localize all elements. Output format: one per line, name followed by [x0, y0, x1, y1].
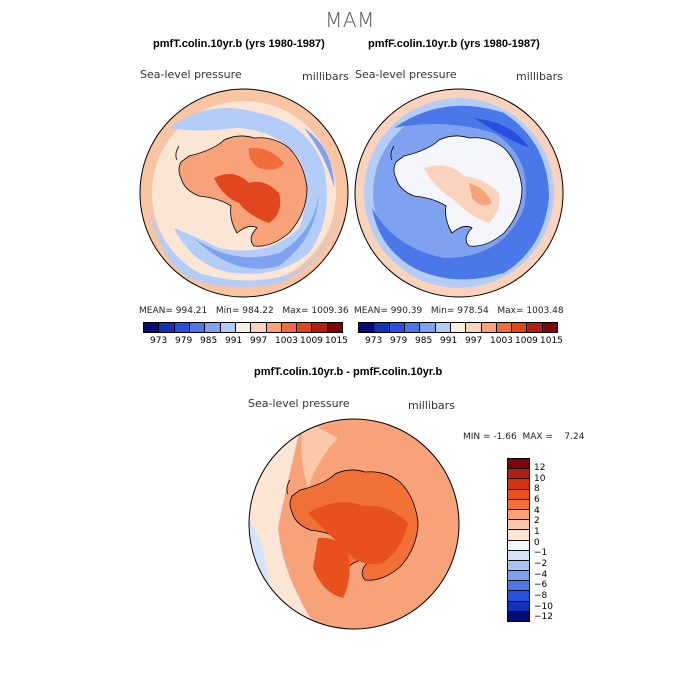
colorbar-tick-label: 1009 [515, 336, 538, 346]
panel2-units-label: millibars [516, 70, 563, 83]
colorbar-tick-label: 985 [415, 336, 433, 346]
colorbar-swatch [359, 323, 375, 332]
colorbar-tick-label: −12 [534, 612, 553, 623]
panel3-stats: MIN = -1.66 MAX = 7.24 [463, 432, 585, 442]
colorbar-tick-label: 979 [175, 336, 193, 346]
colorbar-tick-label: 6 [534, 495, 540, 506]
colorbar-swatch [496, 323, 513, 332]
colorbar-swatch [508, 479, 529, 490]
colorbar-tick-label: 997 [250, 336, 268, 346]
colorbar-tick-label: 1 [534, 527, 540, 538]
colorbar-tick-label: 1015 [325, 336, 348, 346]
colorbar-swatch [450, 323, 467, 332]
panel1-stats: MEAN= 994.21 Min= 984.22 Max= 1009.36 [139, 306, 349, 316]
colorbar-swatch [508, 509, 529, 521]
colorbar-swatch [508, 469, 529, 480]
colorbar-tick-label: 991 [440, 336, 458, 346]
colorbar-tick-label: 979 [390, 336, 408, 346]
panel3-title: pmfT.colin.10yr.b - pmfF.colin.10yr.b [254, 366, 443, 378]
colorbar-swatch [508, 530, 529, 541]
colorbar-swatch [508, 520, 529, 531]
panel2-colorbar-ticks: 973 979 985 991 997 1003 1009 1015 [365, 336, 565, 346]
panel1-field-label: Sea-level pressure [140, 68, 242, 81]
panel3-field-label: Sea-level pressure [248, 397, 350, 410]
colorbar-tick-label: −2 [534, 559, 548, 570]
colorbar-swatch [266, 323, 282, 332]
panel1-units-label: millibars [302, 70, 349, 83]
colorbar-swatch [481, 323, 497, 332]
colorbar-tick-label: 4 [534, 505, 540, 516]
colorbar-tick-label: 973 [365, 336, 383, 346]
colorbar-swatch [312, 323, 328, 332]
panel2-field-label: Sea-level pressure [355, 68, 457, 81]
colorbar-swatch [205, 323, 221, 332]
colorbar-swatch [508, 550, 529, 561]
colorbar-swatch [144, 323, 160, 332]
colorbar-swatch [512, 323, 528, 332]
colorbar-tick-label: −10 [534, 601, 553, 612]
colorbar-tick-label: 997 [465, 336, 483, 346]
colorbar-swatch [235, 323, 252, 332]
panel1-colorbar-ticks: 973 979 985 991 997 1003 1009 1015 [150, 336, 350, 346]
colorbar-swatch [251, 323, 267, 332]
colorbar-swatch [466, 323, 482, 332]
colorbar-swatch [508, 591, 529, 602]
colorbar-swatch [404, 323, 421, 332]
colorbar-swatch [508, 499, 529, 510]
colorbar-swatch [389, 323, 405, 332]
colorbar-swatch [508, 581, 529, 592]
panel2-stats: MEAN= 990.39 Min= 978.54 Max= 1003.48 [354, 306, 564, 316]
colorbar-tick-label: 2 [534, 516, 540, 527]
colorbar-tick-label: 1003 [275, 336, 298, 346]
colorbar-swatch [508, 540, 529, 551]
colorbar-tick-label: 0 [534, 537, 540, 548]
colorbar-tick-label: 985 [200, 336, 218, 346]
colorbar-swatch [297, 323, 313, 332]
panel1-polar-map [139, 88, 349, 298]
colorbar-tick-label: 1015 [540, 336, 563, 346]
panel1-colorbar [143, 322, 343, 333]
colorbar-tick-label: 10 [534, 473, 546, 484]
panel2-colorbar [358, 322, 558, 333]
panel2-title: pmfF.colin.10yr.b (yrs 1980-1987) [368, 38, 540, 50]
colorbar-tick-label: −6 [534, 580, 548, 591]
panel3-polar-map [248, 418, 460, 630]
colorbar-tick-label: −4 [534, 569, 548, 580]
colorbar-swatch [220, 323, 236, 332]
colorbar-swatch [542, 323, 558, 332]
panel2-polar-map [354, 88, 564, 298]
colorbar-tick-label: 1009 [300, 336, 323, 346]
colorbar-swatch [508, 601, 529, 612]
panel3-units-label: millibars [408, 399, 455, 412]
colorbar-tick-label: 1003 [490, 336, 513, 346]
colorbar-swatch [527, 323, 543, 332]
colorbar-swatch [159, 323, 175, 332]
colorbar-swatch [189, 323, 206, 332]
colorbar-swatch [508, 571, 529, 582]
season-title: MAM [325, 8, 375, 32]
colorbar-swatch [281, 323, 298, 332]
colorbar-tick-label: 12 [534, 463, 546, 473]
colorbar-tick-label: −8 [534, 591, 548, 602]
colorbar-tick-label: 991 [225, 336, 243, 346]
colorbar-swatch [508, 611, 529, 621]
colorbar-swatch [374, 323, 390, 332]
panel3-colorbar [507, 458, 530, 622]
panel1-title: pmfT.colin.10yr.b (yrs 1980-1987) [153, 38, 325, 50]
panel3-colorbar-ticks: 12 10 8 6 4 2 1 0 −1 −2 −4 −6 −8 −10 −12 [534, 463, 553, 623]
colorbar-swatch [508, 560, 529, 572]
colorbar-swatch [327, 323, 343, 332]
colorbar-swatch [174, 323, 190, 332]
colorbar-tick-label: 973 [150, 336, 168, 346]
colorbar-swatch [435, 323, 451, 332]
colorbar-tick-label: 8 [534, 484, 540, 495]
colorbar-swatch [508, 489, 529, 500]
colorbar-swatch [420, 323, 436, 332]
colorbar-swatch [508, 459, 529, 470]
colorbar-tick-label: −1 [534, 548, 548, 559]
